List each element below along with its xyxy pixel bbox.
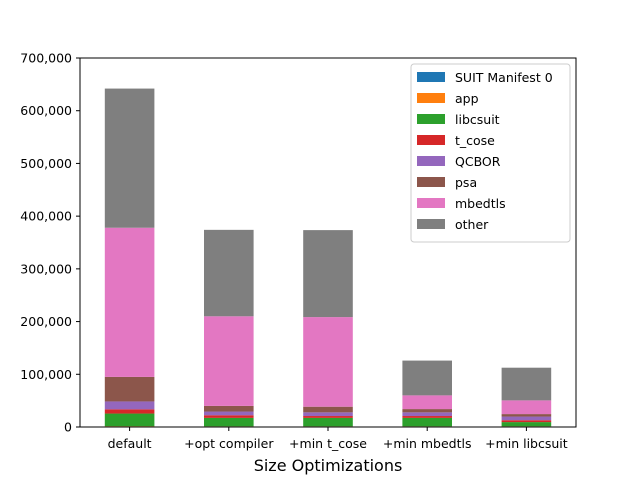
bar-qcbor-4: [501, 416, 552, 421]
bar-psa-4: [501, 414, 552, 417]
x-tick-label: +opt compiler: [184, 436, 274, 451]
bar-other-2: [303, 230, 353, 318]
legend-label: SUIT Manifest 0: [455, 70, 553, 85]
x-axis-title: Size Optimizations: [254, 456, 403, 475]
legend-swatch: [417, 72, 445, 82]
bar-qcbor-1: [204, 411, 254, 416]
bars-layer: [104, 88, 552, 427]
bar-libcsuit-4: [501, 422, 552, 427]
bar-mbedtls-0: [104, 227, 155, 377]
x-tick-label: +min mbedtls: [383, 436, 472, 451]
legend-swatch: [417, 198, 445, 208]
legend-label: QCBOR: [455, 154, 501, 169]
x-tick-label: default: [108, 436, 152, 451]
legend-swatch: [417, 93, 445, 103]
bar-qcbor-0: [104, 401, 155, 410]
legend-swatch: [417, 177, 445, 187]
bar-libcsuit-0: [104, 413, 155, 427]
bar-mbedtls-1: [204, 316, 254, 406]
bar-psa-2: [303, 406, 353, 413]
bar-t-cose-4: [501, 420, 552, 423]
bar-psa-3: [402, 409, 452, 413]
legend-label: t_cose: [455, 133, 495, 148]
y-tick-label: 100,000: [20, 367, 72, 382]
legend-label: app: [455, 91, 479, 106]
legend-label: other: [455, 217, 489, 232]
legend-swatch: [417, 114, 445, 124]
y-tick-label: 300,000: [20, 261, 72, 276]
bar-t-cose-3: [402, 416, 452, 418]
bar-t-cose-0: [104, 409, 155, 414]
legend-label: mbedtls: [455, 196, 506, 211]
x-tick-label: +min t_cose: [289, 436, 367, 451]
y-tick-label: 500,000: [20, 156, 72, 171]
bar-other-0: [104, 88, 155, 228]
bar-libcsuit-2: [303, 417, 353, 427]
legend: SUIT Manifest 0 app libcsuit t_cose QCBOR psa…: [410, 63, 571, 243]
legend-swatch: [417, 135, 445, 145]
legend-label: libcsuit: [455, 112, 500, 127]
y-tick-label: 400,000: [20, 209, 72, 224]
bar-psa-1: [204, 405, 254, 412]
axes-layer: 0 100,000 200,000 300,000 400,000 500,000 600,…: [20, 51, 577, 451]
bar-t-cose-1: [204, 415, 254, 418]
bar-other-3: [402, 360, 452, 396]
legend-label: psa: [455, 175, 477, 190]
bar-app-0: [104, 426, 155, 427]
y-tick-label: 700,000: [20, 51, 72, 66]
bar-mbedtls-4: [501, 400, 552, 415]
bar-libcsuit-1: [204, 417, 254, 427]
bar-t-cose-2: [303, 416, 353, 418]
bar-libcsuit-3: [402, 417, 452, 427]
legend-swatch: [417, 156, 445, 166]
y-tick-label: 600,000: [20, 103, 72, 118]
bar-qcbor-3: [402, 412, 452, 417]
bar-mbedtls-2: [303, 317, 353, 407]
y-tick-label: 200,000: [20, 314, 72, 329]
y-tick-label: 0: [64, 420, 72, 435]
x-tick-label: +min libcsuit: [485, 436, 568, 451]
legend-swatch: [417, 219, 445, 229]
bar-other-4: [501, 367, 552, 401]
bar-other-1: [204, 229, 254, 317]
bar-mbedtls-3: [402, 395, 452, 410]
legend-box: [410, 63, 571, 243]
bar-qcbor-2: [303, 412, 353, 417]
bar-psa-0: [104, 376, 155, 402]
